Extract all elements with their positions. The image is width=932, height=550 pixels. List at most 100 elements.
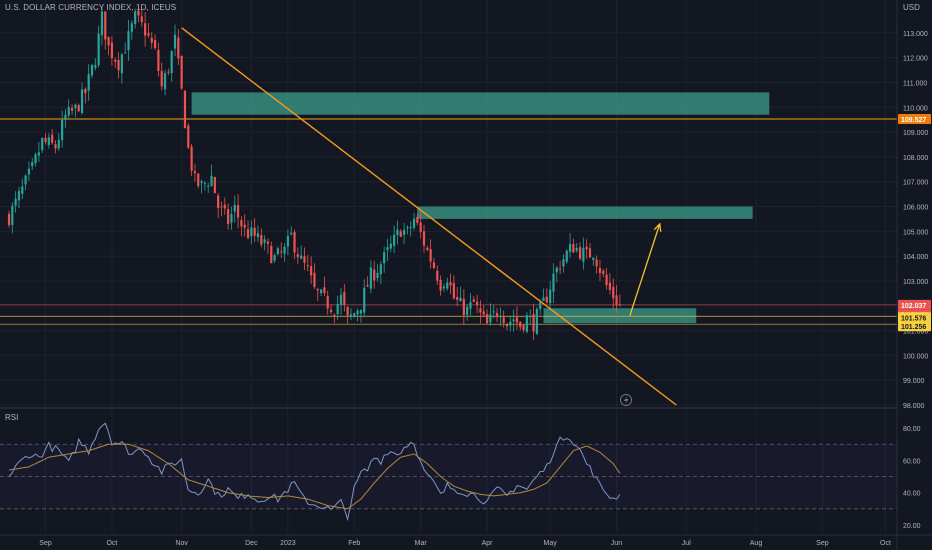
candle-body	[193, 171, 197, 174]
candle-body	[240, 220, 243, 227]
candle-body	[319, 289, 323, 294]
candle-body	[293, 232, 296, 253]
price-tick-label: 105.000	[903, 229, 928, 236]
price-axis	[897, 0, 932, 550]
rsi-tick-label: 60.00	[903, 458, 921, 465]
candle-body	[519, 321, 522, 328]
candle-body	[472, 299, 475, 302]
middle-zone	[417, 206, 753, 219]
candle-body	[243, 224, 246, 228]
lightning-icon[interactable]	[620, 394, 632, 406]
candle-body	[436, 270, 439, 281]
time-tick-label: Jun	[611, 540, 622, 547]
chart-title: U.S. DOLLAR CURRENCY INDEX, 1D, ICEUS	[5, 3, 177, 12]
last-price-badge: 102.037	[901, 303, 926, 310]
candle-body	[612, 287, 615, 299]
candle-body	[592, 257, 595, 261]
candle-body	[598, 268, 602, 273]
candle-body	[369, 267, 372, 289]
price-tick-label: 103.000	[903, 279, 928, 286]
trendline	[181, 27, 677, 406]
candle-body	[505, 324, 509, 327]
candle-body	[236, 205, 240, 218]
candle-body	[67, 107, 70, 116]
price-tick-label: 100.000	[903, 353, 928, 360]
candle-body	[502, 317, 505, 323]
candle-body	[303, 256, 306, 263]
candle-body	[323, 287, 326, 294]
candle-body	[227, 208, 230, 225]
candle-body	[54, 144, 57, 149]
candle-body	[549, 289, 552, 304]
candle-body	[94, 64, 97, 68]
candle-body	[499, 316, 502, 318]
candle-body	[306, 265, 309, 267]
candle-body	[220, 206, 223, 208]
candle-body	[51, 134, 54, 143]
candle-body	[70, 107, 74, 111]
candle-body	[515, 317, 519, 323]
candle-body	[120, 54, 123, 74]
time-tick-label: Jul	[682, 540, 691, 547]
rsi-ma-line	[8, 443, 621, 510]
candle-body	[555, 267, 558, 273]
support-upper-badge: 101.576	[901, 315, 926, 322]
candle-body	[190, 146, 193, 171]
candle-body	[223, 204, 226, 209]
candle-body	[97, 33, 100, 66]
candle-body	[180, 55, 183, 89]
candle-body	[399, 231, 402, 237]
candle-body	[31, 162, 34, 167]
time-tick-label: Sep	[816, 540, 829, 547]
candle-body	[87, 74, 90, 91]
candle-body	[57, 139, 60, 149]
candle-body	[356, 310, 359, 315]
candle-body	[313, 272, 316, 287]
candle-body	[359, 309, 363, 314]
candle-body	[343, 291, 346, 305]
candle-body	[61, 120, 64, 141]
candle-body	[183, 90, 187, 129]
candle-body	[525, 315, 529, 332]
candle-body	[366, 285, 369, 287]
price-tick-label: 113.000	[903, 31, 928, 38]
candle-body	[74, 104, 77, 109]
candle-body	[117, 60, 120, 71]
candle-body	[44, 137, 47, 143]
candle-body	[84, 88, 87, 94]
price-tick-label: 110.000	[903, 105, 928, 112]
candle-body	[110, 42, 114, 59]
price-tick-label: 108.000	[903, 155, 928, 162]
candle-body	[595, 259, 598, 267]
time-tick-label: May	[544, 540, 558, 547]
candle-body	[41, 138, 44, 150]
candle-body	[127, 31, 130, 51]
candle-body	[203, 183, 206, 185]
candle-body	[522, 325, 525, 331]
candle-body	[233, 205, 236, 212]
candle-body	[310, 266, 313, 276]
candle-body	[602, 270, 605, 275]
candle-body	[459, 297, 462, 302]
price-tick-label: 99.000	[903, 378, 925, 385]
candle-body	[77, 105, 80, 112]
candle-body	[419, 222, 422, 232]
candle-body	[316, 289, 319, 291]
candle-body	[37, 152, 40, 156]
time-tick-label: Mar	[415, 540, 428, 547]
candle-body	[608, 282, 612, 290]
candle-body	[376, 272, 379, 279]
candle-body	[177, 37, 180, 59]
candle-body	[263, 239, 266, 243]
candle-body	[542, 297, 545, 302]
candle-body	[509, 321, 512, 326]
price-tick-label: 106.000	[903, 205, 928, 212]
candle-body	[270, 246, 273, 264]
candle-body	[256, 233, 260, 238]
candle-body	[137, 10, 140, 16]
candle-body	[585, 246, 588, 250]
price-tick-label: 104.000	[903, 254, 928, 261]
candle-body	[157, 50, 160, 71]
